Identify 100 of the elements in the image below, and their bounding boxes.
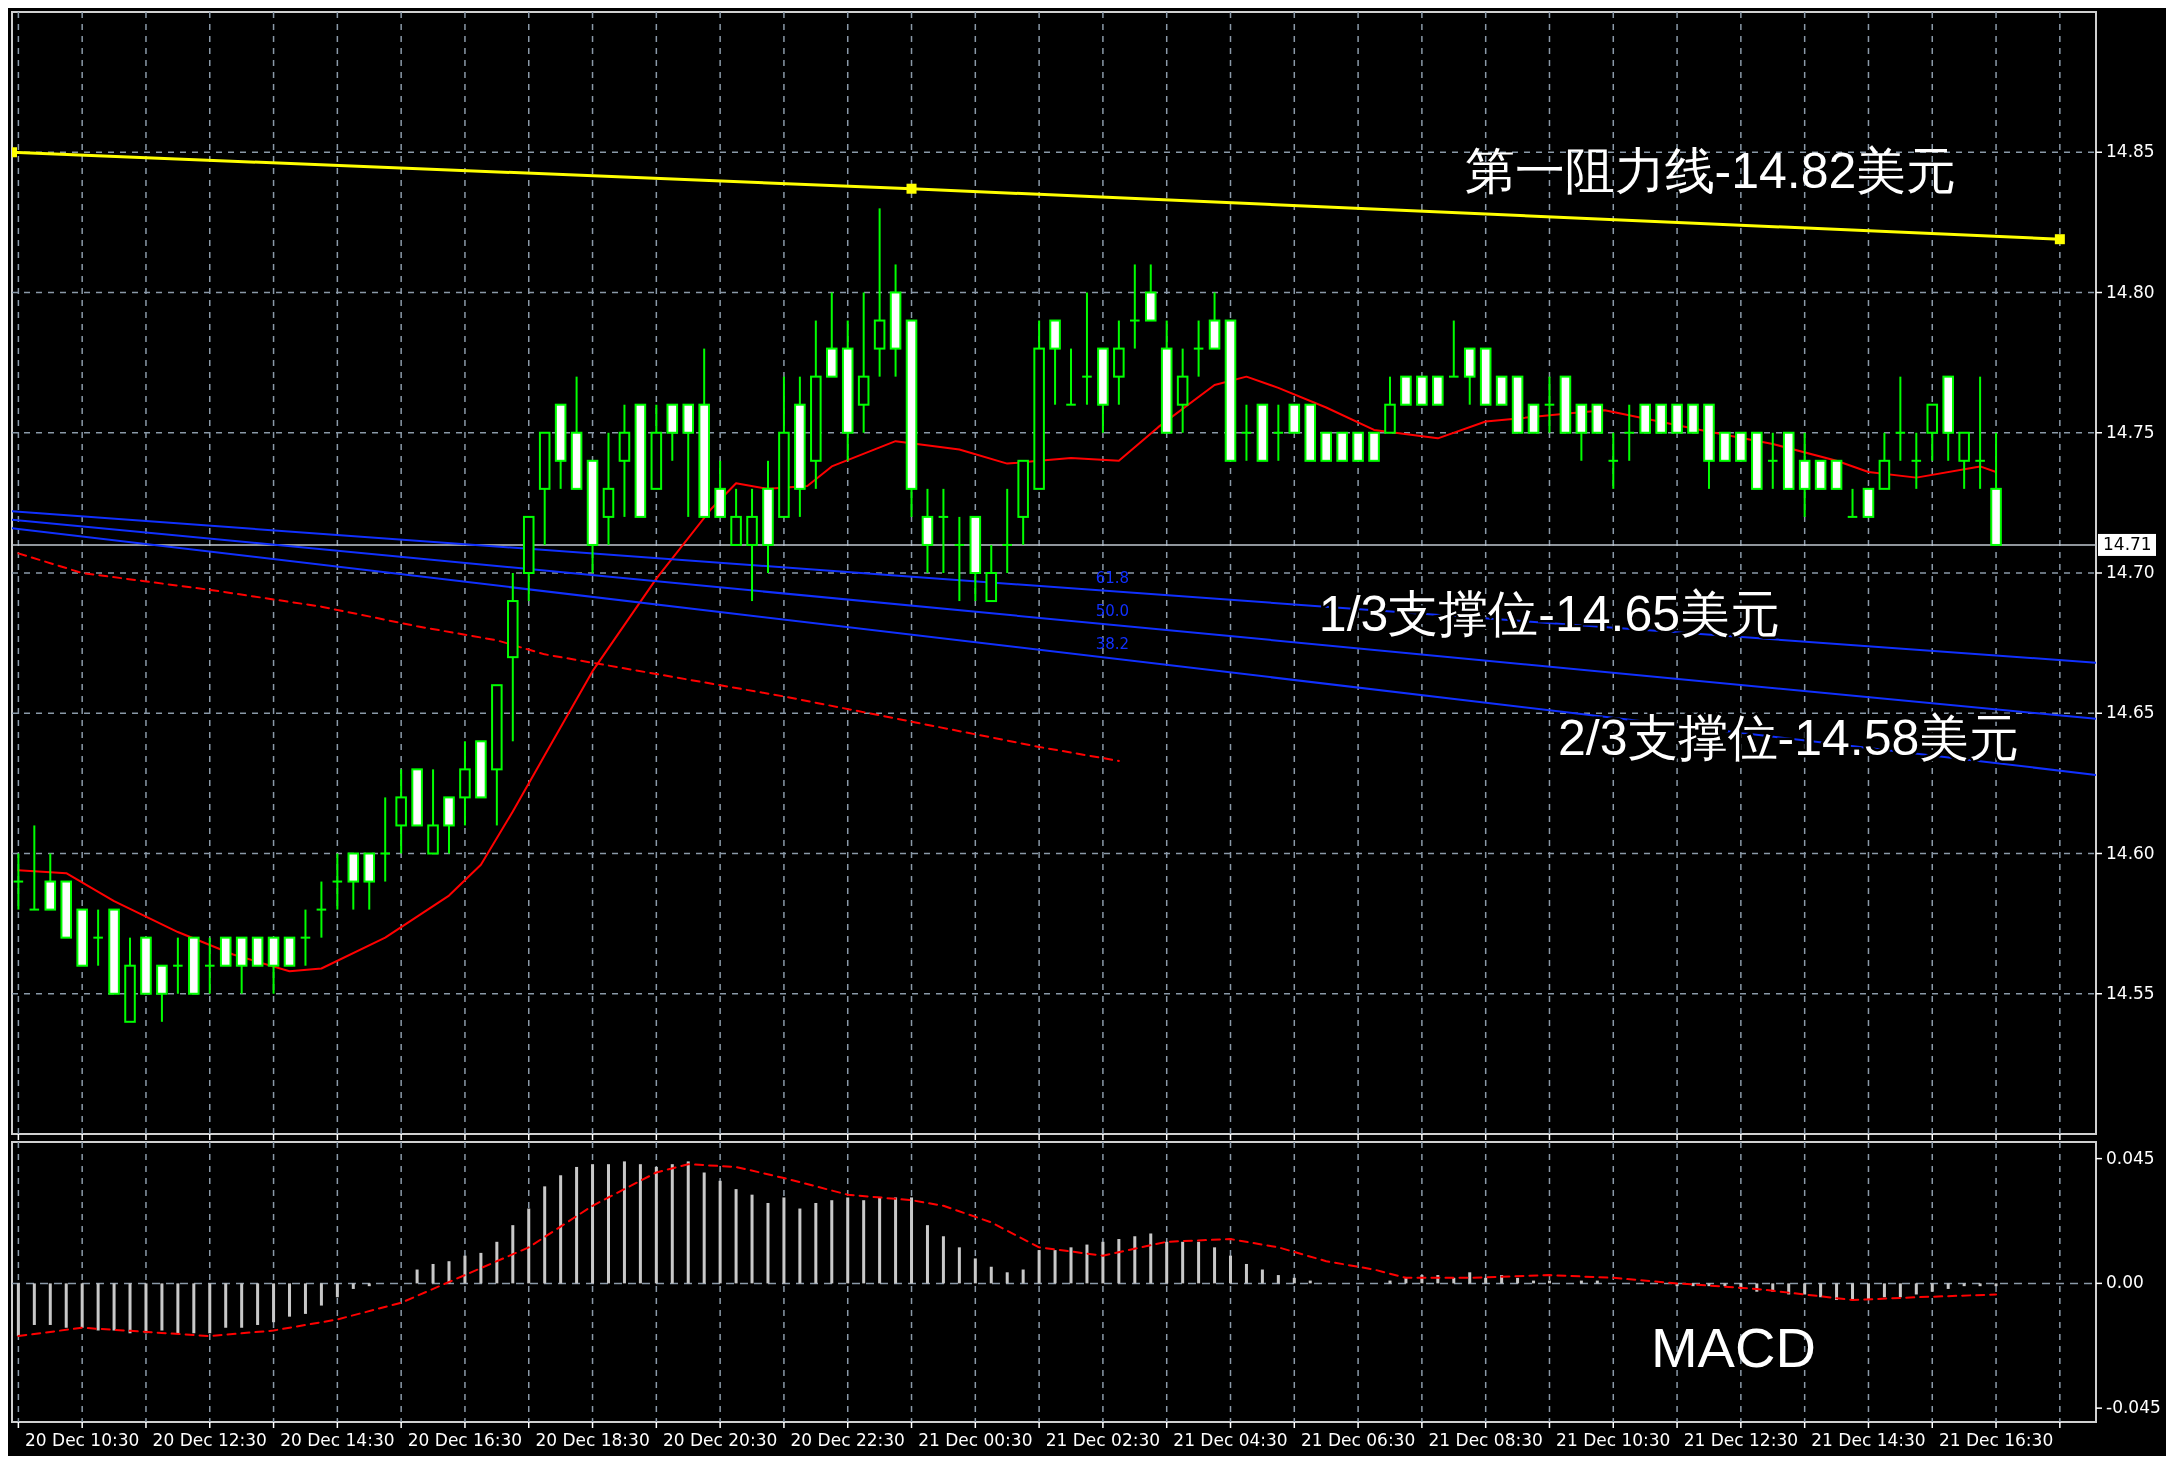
candlestick [1129, 263, 1141, 350]
candlestick [172, 936, 184, 995]
y-tick-label: 14.85 [2106, 141, 2155, 162]
bar [415, 1269, 419, 1284]
bar [272, 1283, 276, 1323]
series-label: 50.0 [1095, 602, 1130, 621]
candlestick [1081, 291, 1093, 406]
ref-line-label: 14.71 [2103, 533, 2152, 554]
bar [702, 1172, 706, 1284]
x-tick-label: 20 Dec 16:30 [407, 1430, 523, 1450]
candlestick [92, 908, 104, 967]
bar [511, 1225, 515, 1284]
bar [989, 1266, 993, 1284]
candlestick [1766, 431, 1779, 490]
bar [16, 1283, 20, 1337]
bar [894, 1197, 898, 1284]
bar [1898, 1283, 1902, 1298]
candlestick [203, 936, 216, 995]
x-tick-label: 20 Dec 22:30 [790, 1430, 905, 1450]
bar [654, 1166, 658, 1284]
bar [319, 1283, 323, 1306]
candlestick [28, 824, 41, 911]
candlestick [1623, 403, 1636, 462]
bar [1851, 1283, 1855, 1301]
bar [591, 1164, 595, 1284]
candlestick [1846, 487, 1859, 518]
bar [543, 1186, 547, 1284]
bar [1962, 1283, 1966, 1287]
candlestick [379, 796, 391, 883]
bar [128, 1283, 132, 1334]
bar [957, 1247, 961, 1284]
bar [1181, 1241, 1185, 1284]
bar [160, 1283, 164, 1331]
bar [288, 1283, 292, 1317]
bar [559, 1175, 563, 1284]
bar [878, 1197, 882, 1284]
bar [1085, 1244, 1089, 1284]
x-tick-label: 21 Dec 04:30 [1173, 1430, 1288, 1450]
bar [1946, 1283, 1950, 1289]
x-tick-label: 21 Dec 00:30 [918, 1430, 1033, 1450]
x-tick-label: 21 Dec 16:30 [1938, 1430, 2054, 1450]
candlestick [315, 880, 328, 939]
bar [1149, 1233, 1153, 1284]
bar [1244, 1263, 1248, 1284]
candlestick [1240, 403, 1253, 462]
bar [814, 1202, 818, 1284]
bar [1707, 1283, 1711, 1287]
bar [910, 1197, 914, 1284]
bar [1117, 1239, 1121, 1284]
bar [240, 1283, 244, 1328]
bar [1005, 1272, 1009, 1284]
bar [208, 1283, 212, 1334]
y-tick-label: 14.70 [2106, 562, 2155, 582]
bar [96, 1283, 100, 1331]
y-tick-label: 14.80 [2106, 281, 2155, 302]
bar [1229, 1255, 1232, 1284]
bar [973, 1258, 977, 1284]
bar [479, 1252, 483, 1284]
bar [750, 1194, 754, 1284]
bar [734, 1189, 738, 1284]
bar [798, 1208, 802, 1284]
x-tick-label: 21 Dec 10:30 [1556, 1430, 1671, 1450]
candlestick [1910, 431, 1923, 490]
bar [1803, 1283, 1807, 1295]
bar [686, 1161, 690, 1284]
bar [670, 1164, 674, 1284]
bar [495, 1241, 499, 1284]
bar [176, 1283, 180, 1334]
bar [718, 1180, 722, 1284]
bar [527, 1208, 531, 1284]
candlestick [299, 908, 312, 967]
bar [1260, 1269, 1264, 1284]
bar [830, 1200, 834, 1284]
bar [1723, 1283, 1727, 1287]
bar [575, 1166, 579, 1284]
candlestick [1974, 375, 1986, 490]
bar [638, 1164, 642, 1284]
x-tick-label: 21 Dec 06:30 [1300, 1430, 1416, 1450]
bar [1835, 1283, 1839, 1301]
bar [351, 1283, 355, 1289]
bar [1069, 1247, 1073, 1284]
y-tick-label: 14.65 [2106, 702, 2155, 723]
annotation: MACD [1650, 1315, 1816, 1379]
bar [32, 1283, 36, 1325]
bar [766, 1202, 770, 1284]
bar [782, 1197, 786, 1284]
x-tick-label: 20 Dec 10:30 [25, 1430, 140, 1450]
bar [1021, 1269, 1025, 1284]
x-tick-label: 21 Dec 02:30 [1045, 1430, 1161, 1450]
candlestick [12, 852, 25, 911]
candlestick [1448, 319, 1460, 378]
bar [463, 1255, 467, 1284]
bar [1037, 1250, 1041, 1284]
bar [1053, 1250, 1057, 1284]
bar [1978, 1283, 1982, 1287]
x-tick-label: 20 Dec 14:30 [280, 1430, 395, 1450]
y-tick-label: 14.60 [2106, 842, 2155, 863]
bar [1165, 1241, 1169, 1284]
bar [80, 1283, 84, 1328]
bar [112, 1283, 116, 1331]
